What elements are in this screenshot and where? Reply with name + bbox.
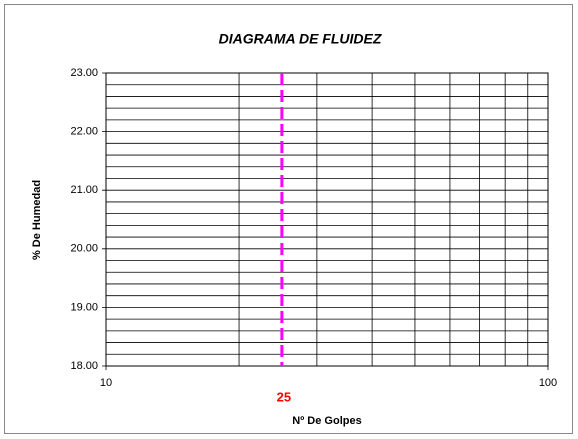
x-tick-label: 10 xyxy=(100,377,112,389)
reference-label: 25 xyxy=(277,389,291,404)
chart-frame xyxy=(4,4,573,434)
y-tick-label: 21.00 xyxy=(70,184,98,196)
plot-border xyxy=(105,72,549,367)
y-tick-label: 22.00 xyxy=(70,126,98,138)
x-tick-label: 100 xyxy=(539,377,557,389)
y-tick-label: 20.00 xyxy=(70,243,98,255)
x-axis-label: Nº De Golpes xyxy=(292,415,361,427)
y-axis-label: % De Humedad xyxy=(31,180,43,260)
y-tick-label: 18.00 xyxy=(70,360,98,372)
y-tick-label: 23.00 xyxy=(70,67,98,79)
y-tick-label: 19.00 xyxy=(70,301,98,313)
chart-title: DIAGRAMA DE FLUIDEZ xyxy=(219,31,382,47)
